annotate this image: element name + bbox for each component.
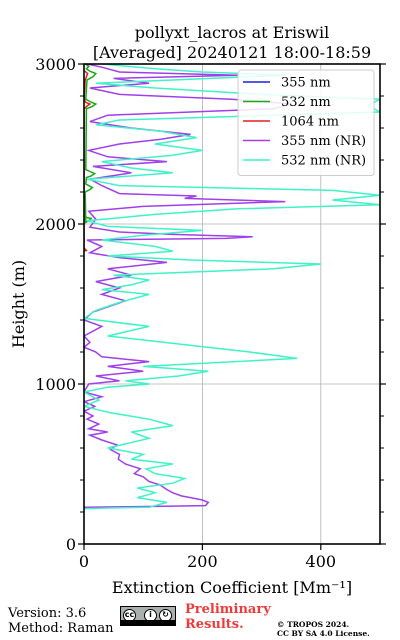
chart-title-line1: pollyxt_lacros at Eriswil [135, 23, 329, 42]
legend-label: 532 nm (NR) [281, 154, 366, 169]
series-line-3 [84, 64, 292, 508]
preliminary-line1: Preliminary [185, 602, 271, 617]
y-axis-label: Height (m) [9, 260, 28, 348]
legend-box [237, 69, 375, 176]
preliminary-results-note: Preliminary Results. [185, 602, 271, 632]
legend-label: 1064 nm [281, 115, 339, 130]
x-tick-label: 200 [187, 552, 218, 571]
y-tick-label: 1000 [35, 375, 76, 394]
version-text: Version: 3.6 [8, 606, 87, 621]
x-tick-label: 0 [79, 552, 89, 571]
copyright-line2: CC BY SA 4.0 License. [277, 629, 370, 638]
legend-label: 355 nm (NR) [281, 134, 366, 149]
legend: 355 nm 532 nm 1064 nm 355 nm (NR) 532 nm (NR… [237, 69, 375, 176]
cc-license-logo: cc i ↻ [120, 606, 176, 626]
copyright-line1: © TROPOS 2024. [277, 620, 350, 629]
legend-label: 532 nm [281, 95, 331, 110]
series-line-4 [84, 64, 380, 510]
preliminary-line2: Results. [185, 617, 244, 632]
x-tick-label: 400 [306, 552, 337, 571]
copyright-note: © TROPOS 2024. CC BY SA 4.0 License. [277, 620, 370, 638]
x-axis-label: Extinction Coefficient [Mm⁻¹] [112, 578, 352, 597]
y-tick-label: 0 [66, 535, 76, 554]
series-line-1 [84, 64, 98, 224]
chart-title-line2: [Averaged] 20240121 18:00-18:59 [93, 43, 371, 62]
y-tick-label: 2000 [35, 215, 76, 234]
plot-frame [83, 63, 381, 545]
axis-ticks: 0 200 400 0 1000 2000 3000 [35, 55, 386, 571]
method-text: Method: Raman [8, 621, 114, 636]
legend-label: 355 nm [281, 76, 331, 91]
y-tick-label: 3000 [35, 55, 76, 74]
sa-icon: ↻ [159, 609, 172, 622]
extinction-profile-chart: pollyxt_lacros at Eriswil [Averaged] 202… [9, 23, 386, 597]
